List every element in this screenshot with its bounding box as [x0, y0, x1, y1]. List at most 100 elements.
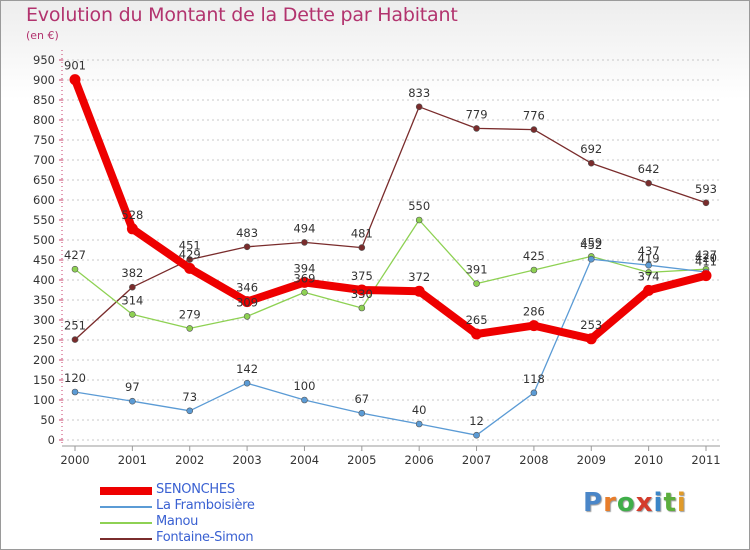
data-point	[129, 283, 136, 291]
series-line	[74, 219, 707, 330]
legend-label: La Framboisière	[156, 498, 255, 513]
data-point	[241, 296, 253, 308]
y-tick-label: 50	[40, 413, 55, 427]
series-line	[74, 106, 707, 341]
x-tick-label: 2007	[462, 453, 491, 467]
logo-letter: i	[676, 488, 687, 518]
logo-letter: t	[663, 488, 677, 518]
data-label: 375	[351, 269, 373, 283]
series-senonches	[69, 74, 712, 345]
data-point	[473, 280, 480, 287]
data-label: 40	[412, 403, 427, 417]
y-tick-label: 600	[33, 193, 55, 207]
x-tick-label: 2008	[519, 453, 548, 467]
data-label: 394	[293, 261, 315, 275]
data-point	[71, 388, 79, 396]
series-line	[74, 258, 707, 436]
data-point	[186, 407, 194, 415]
data-label: 833	[408, 86, 430, 100]
legend-swatch	[100, 506, 152, 508]
data-point	[358, 304, 366, 312]
x-tick-label: 2000	[60, 453, 89, 467]
data-label: 437	[638, 244, 660, 258]
data-point	[356, 284, 368, 296]
legend-label: Fontaine-Simon	[156, 530, 254, 545]
data-label: 481	[351, 227, 373, 241]
legend-swatch	[100, 487, 152, 495]
data-point	[186, 325, 194, 332]
data-label: 550	[408, 199, 430, 213]
data-point	[528, 320, 540, 332]
data-label: 452	[580, 238, 602, 252]
data-label: 776	[523, 109, 545, 123]
y-tick-label: 500	[33, 233, 55, 247]
data-label: 779	[466, 107, 488, 121]
data-point	[473, 431, 480, 439]
y-tick-label: 100	[33, 393, 55, 407]
data-point	[530, 266, 538, 274]
data-label: 118	[523, 372, 545, 386]
y-tick-label: 200	[33, 353, 55, 367]
proxiti-logo: Proxiti	[583, 488, 687, 518]
y-tick-label: 900	[33, 73, 55, 87]
data-point	[298, 276, 310, 288]
data-point	[413, 285, 425, 297]
data-label: 142	[236, 362, 258, 376]
chart-subtitle: (en €)	[26, 29, 59, 42]
data-label: 67	[354, 392, 369, 406]
data-point	[645, 261, 652, 269]
series-line	[71, 75, 710, 343]
data-label: 251	[64, 319, 86, 333]
data-label: 265	[466, 313, 488, 327]
data-label: 346	[236, 281, 258, 295]
data-label: 73	[182, 390, 197, 404]
y-tick-label: 400	[33, 273, 55, 287]
data-point	[69, 74, 81, 86]
data-point	[358, 244, 366, 251]
logo-letter: r	[603, 488, 617, 518]
y-tick-label: 300	[33, 313, 55, 327]
data-point	[587, 159, 595, 167]
data-point	[587, 255, 595, 263]
series-manou	[71, 216, 710, 332]
data-point	[243, 379, 251, 387]
data-point	[243, 243, 251, 251]
data-label: 642	[638, 162, 660, 176]
data-label: 425	[523, 249, 545, 263]
data-label: 528	[121, 208, 143, 222]
data-point	[301, 289, 308, 296]
data-point	[471, 328, 483, 340]
data-label: 692	[580, 142, 602, 156]
logo-letter: o	[616, 488, 636, 518]
data-point	[473, 125, 480, 132]
y-tick-label: 150	[33, 373, 55, 387]
data-label: 427	[695, 248, 717, 262]
data-point	[415, 103, 423, 111]
data-point	[71, 265, 79, 273]
data-label: 420	[695, 251, 717, 265]
data-label: 451	[179, 239, 201, 253]
chart-title: Evolution du Montant de la Dette par Hab…	[26, 4, 458, 26]
data-point	[126, 223, 138, 235]
data-label: 279	[179, 307, 201, 321]
data-point	[129, 397, 136, 405]
data-point	[585, 333, 597, 345]
data-label: 369	[293, 271, 315, 285]
y-tick-label: 950	[33, 53, 55, 67]
data-point	[700, 270, 712, 282]
data-point	[301, 239, 308, 246]
x-tick-label: 2005	[347, 453, 376, 467]
x-tick-label: 2010	[634, 453, 663, 467]
data-point	[645, 179, 652, 187]
data-point	[643, 284, 655, 296]
data-label: 12	[469, 414, 484, 428]
data-label: 97	[125, 380, 140, 394]
logo-letter: P	[583, 488, 604, 518]
data-label: 120	[64, 371, 86, 385]
data-label: 901	[64, 59, 86, 73]
logo-letter: i	[653, 488, 664, 518]
data-point	[530, 126, 538, 133]
data-point	[358, 409, 366, 417]
data-label: 459	[580, 235, 602, 249]
